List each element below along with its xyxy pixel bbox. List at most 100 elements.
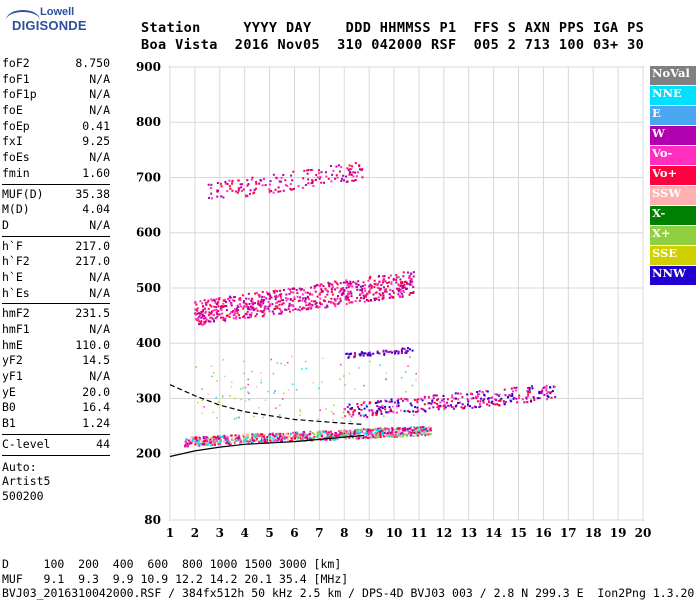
echo-point xyxy=(415,378,417,381)
echo-point xyxy=(314,179,317,182)
echo-point xyxy=(340,180,343,183)
echo-point xyxy=(369,434,372,437)
echo-point xyxy=(509,395,512,398)
echo-point xyxy=(223,305,226,308)
echo-point xyxy=(358,299,361,302)
echo-point xyxy=(358,353,361,356)
echo-point xyxy=(360,285,363,288)
echo-point xyxy=(324,288,327,291)
echo-point xyxy=(209,441,212,444)
echo-point xyxy=(347,431,350,434)
echo-point xyxy=(347,296,350,299)
echo-point xyxy=(403,410,406,413)
echo-point xyxy=(229,295,232,298)
echo-point xyxy=(250,178,253,181)
echo-point xyxy=(334,177,337,180)
echo-point xyxy=(285,299,288,302)
echo-point xyxy=(251,370,253,373)
echo-point xyxy=(190,441,193,444)
echo-point xyxy=(306,169,309,172)
echo-point xyxy=(386,432,389,435)
echo-point xyxy=(289,297,292,300)
echo-point xyxy=(198,315,201,318)
echo-point xyxy=(337,164,340,167)
echo-point xyxy=(209,312,212,315)
echo-point xyxy=(378,280,381,283)
echo-point xyxy=(212,371,215,374)
echo-point xyxy=(246,184,249,187)
echo-point xyxy=(370,286,373,289)
echo-point xyxy=(328,285,331,288)
echo-point xyxy=(346,294,349,297)
echo-point xyxy=(346,297,349,300)
echo-point xyxy=(363,432,366,435)
echo-point xyxy=(210,365,213,368)
echo-point xyxy=(438,405,441,408)
echo-point xyxy=(220,185,223,188)
echo-point xyxy=(351,285,354,288)
echo-point xyxy=(307,298,310,301)
echo-point xyxy=(335,281,338,284)
echo-point xyxy=(352,413,355,416)
echo-point xyxy=(248,313,251,316)
echo-point xyxy=(409,426,412,429)
echo-point xyxy=(422,432,425,435)
echo-point xyxy=(268,303,271,306)
param-value: N/A xyxy=(89,369,110,384)
echo-point xyxy=(294,433,297,436)
echo-point xyxy=(239,299,242,302)
y-tick-label: 80 xyxy=(144,513,161,527)
echo-point xyxy=(449,404,452,407)
y-tick-label: 900 xyxy=(136,60,161,74)
param-value: 110.0 xyxy=(75,337,110,352)
echo-point xyxy=(239,297,242,300)
solid-profile xyxy=(169,434,365,458)
echo-point xyxy=(210,441,213,444)
echo-point xyxy=(334,299,337,302)
echo-point xyxy=(407,409,410,412)
echo-point xyxy=(370,409,373,412)
echo-point xyxy=(538,397,541,400)
echo-point xyxy=(298,287,301,290)
echo-point xyxy=(199,322,202,325)
echo-point xyxy=(541,390,544,393)
echo-point xyxy=(367,352,370,355)
echo-point xyxy=(385,290,388,293)
echo-point xyxy=(554,395,557,398)
echo-point xyxy=(478,393,481,396)
echo-point xyxy=(382,279,385,282)
echo-point xyxy=(553,386,556,389)
echo-point xyxy=(316,295,319,298)
echo-point xyxy=(279,435,282,438)
echo-point xyxy=(379,427,382,430)
echo-point xyxy=(274,390,276,392)
param-row: foF1p N/A xyxy=(2,87,110,103)
echo-point xyxy=(388,435,391,438)
echo-point xyxy=(245,433,248,436)
echo-point xyxy=(326,304,329,307)
echo-point xyxy=(233,442,236,445)
echo-point xyxy=(230,434,233,437)
echo-point xyxy=(347,434,350,437)
echo-point xyxy=(369,275,372,278)
param-name: foF1 xyxy=(2,71,30,86)
echo-point xyxy=(370,300,373,303)
echo-point xyxy=(348,171,351,174)
echo-point xyxy=(283,392,285,395)
echo-point xyxy=(251,302,254,305)
echo-point xyxy=(285,293,288,296)
echo-point xyxy=(397,275,400,278)
echo-point xyxy=(547,391,550,394)
echo-point xyxy=(234,434,237,437)
echo-point xyxy=(311,181,314,184)
echo-point xyxy=(364,428,367,431)
echo-point xyxy=(411,349,414,352)
echo-point xyxy=(285,436,288,439)
echo-point xyxy=(258,441,261,444)
echo-point xyxy=(414,406,417,409)
echo-point xyxy=(411,280,414,283)
echo-point xyxy=(389,288,392,291)
echo-point xyxy=(250,312,253,315)
echo-point xyxy=(379,294,382,297)
echo-point xyxy=(491,400,494,403)
